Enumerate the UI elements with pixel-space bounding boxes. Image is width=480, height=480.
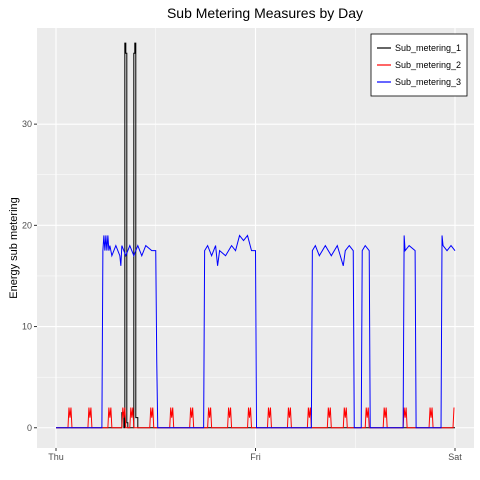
y-axis-title: Energy sub metering: [8, 197, 20, 299]
legend-label-1: Sub_metering_1: [395, 43, 461, 53]
chart-title: Sub Metering Measures by Day: [167, 5, 363, 21]
y-tick-label: 30: [22, 119, 32, 129]
y-tick-label: 10: [22, 322, 32, 332]
y-tick-label: 20: [22, 220, 32, 230]
y-tick-label: 0: [27, 423, 32, 433]
x-tick-label: Sat: [448, 452, 462, 462]
legend-label-3: Sub_metering_3: [395, 77, 461, 87]
legend-label-2: Sub_metering_2: [395, 60, 461, 70]
x-tick-label: Fri: [250, 452, 261, 462]
legend: Sub_metering_1 Sub_metering_2 Sub_metering…: [371, 34, 467, 96]
x-tick-label: Thu: [48, 452, 64, 462]
